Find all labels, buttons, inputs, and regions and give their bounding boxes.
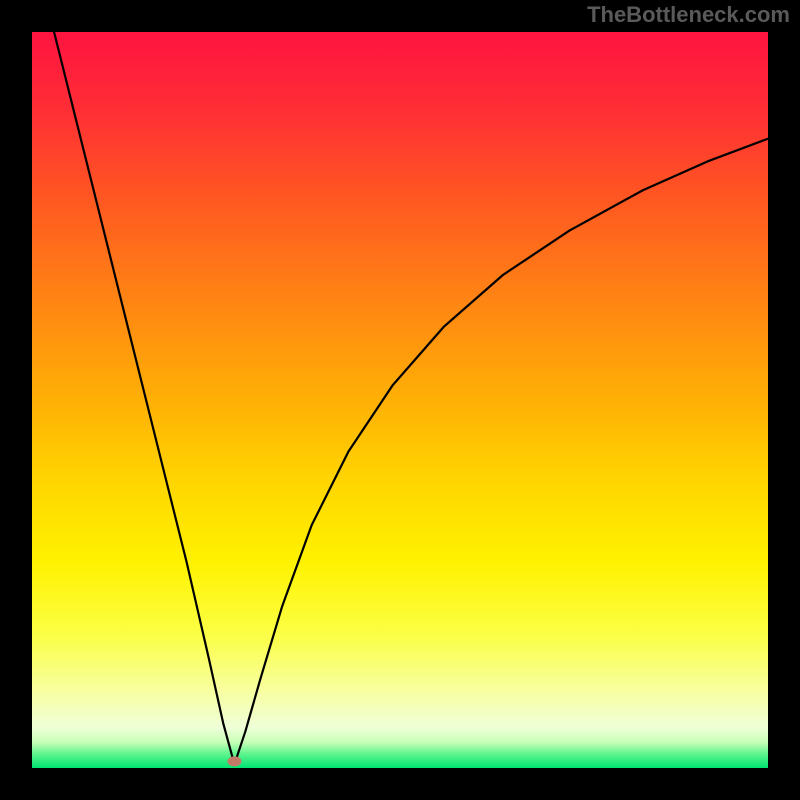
plot-background [32,32,768,768]
bottleneck-chart [0,0,800,800]
chart-frame: TheBottleneck.com [0,0,800,800]
watermark-text: TheBottleneck.com [587,2,790,28]
min-marker [227,756,241,766]
